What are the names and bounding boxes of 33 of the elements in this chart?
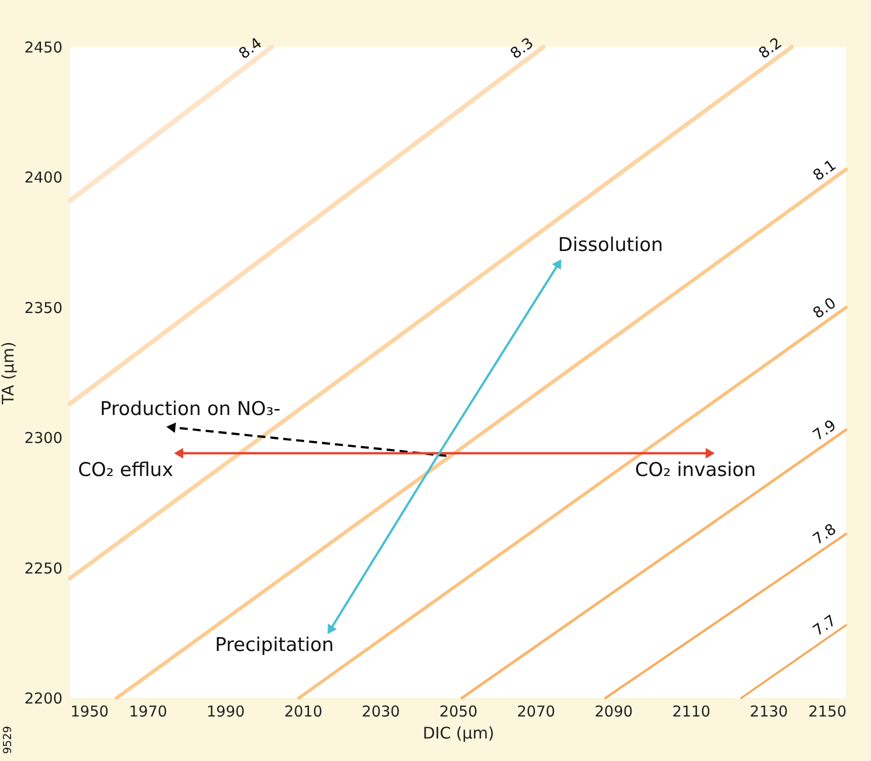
annotation: Production on NO₃- [100, 398, 280, 420]
annotation: CO₂ invasion [635, 459, 756, 481]
text: 8.1 [810, 156, 840, 184]
text: 8.0 [809, 294, 840, 322]
text: 8.3 [506, 34, 537, 63]
text: 7.8 [810, 520, 840, 548]
x-tick-label: 1950 [70, 702, 109, 720]
y-tick-label: 2300 [24, 429, 62, 448]
x-tick-label: 1990 [206, 702, 245, 720]
x-tick-label: 2130 [750, 702, 788, 720]
text: 7.7 [809, 611, 840, 640]
y-axis-title: TA (µm) [0, 342, 18, 406]
y-tick-label: 2350 [24, 298, 62, 317]
x-tick-label: 1970 [129, 702, 168, 720]
x-tick-label: 2010 [284, 702, 322, 720]
annotation: Precipitation [215, 634, 334, 656]
x-tick-label: 2090 [594, 702, 633, 720]
y-tick-label: 2400 [24, 168, 62, 187]
y-tick-label: 2450 [24, 38, 62, 56]
annotation: Dissolution [558, 234, 664, 256]
x-tick-label: 2050 [439, 702, 478, 720]
text: 7.9 [809, 416, 840, 444]
x-tick-label: 2150 [808, 702, 846, 720]
text: 8.2 [755, 34, 786, 62]
x-axis-title: DIC (µm) [422, 724, 494, 742]
x-tick-label: 2110 [672, 702, 710, 720]
x-tick-label: 2030 [362, 702, 400, 720]
y-tick-label: 2200 [24, 690, 62, 708]
x-tick-label: 2070 [517, 702, 556, 720]
text: 8.4 [235, 34, 266, 63]
annotation: CO₂ efflux [78, 459, 174, 481]
y-tick-label: 2250 [24, 559, 62, 578]
text: 9529 [1, 726, 14, 754]
